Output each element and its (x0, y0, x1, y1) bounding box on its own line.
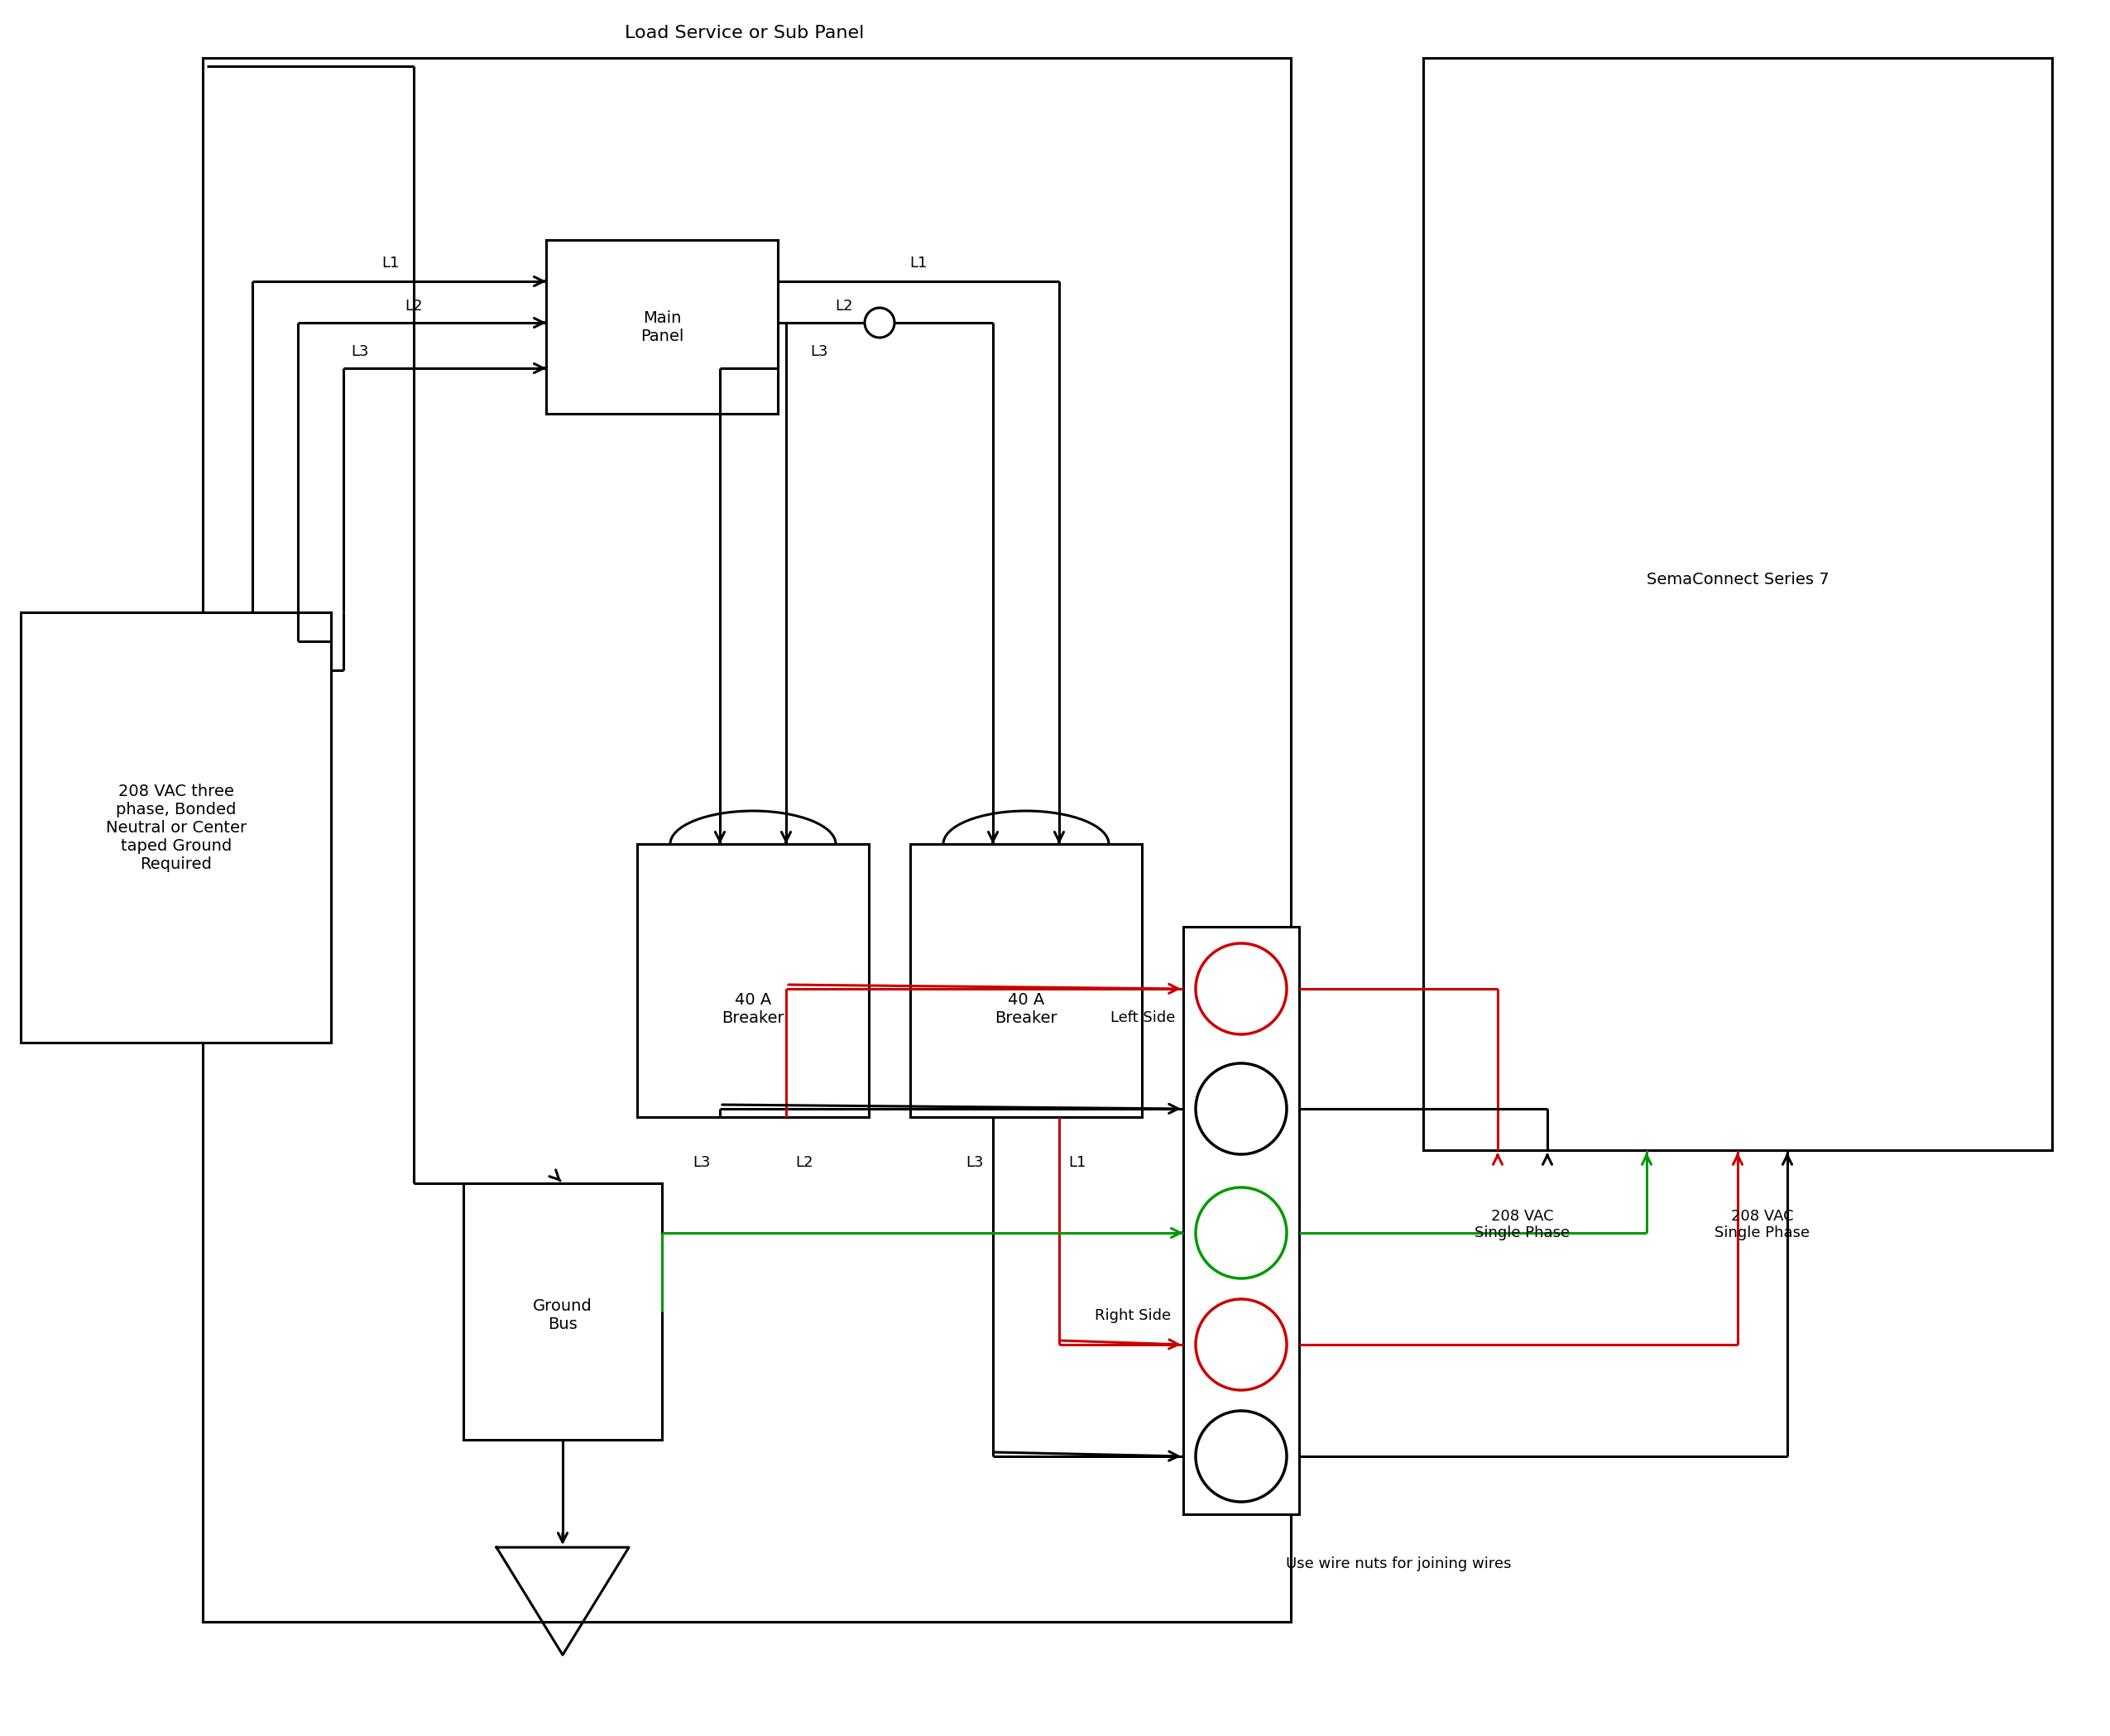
Text: L1: L1 (1068, 1154, 1087, 1170)
Circle shape (1196, 943, 1287, 1035)
Text: Use wire nuts for joining wires: Use wire nuts for joining wires (1285, 1557, 1511, 1571)
Text: Main
Panel: Main Panel (639, 311, 684, 344)
Circle shape (1196, 1062, 1287, 1154)
Bar (21, 613, 331, 1043)
Text: L2: L2 (836, 299, 852, 314)
Text: L1: L1 (382, 255, 399, 271)
Circle shape (1196, 1411, 1287, 1502)
Text: Ground
Bus: Ground Bus (534, 1299, 593, 1333)
Circle shape (1196, 1187, 1287, 1278)
Text: L3: L3 (966, 1154, 983, 1170)
Bar (546, 240, 779, 413)
Bar (464, 1184, 663, 1439)
Text: L3: L3 (692, 1154, 711, 1170)
Text: 208 VAC three
phase, Bonded
Neutral or Center
taped Ground
Required: 208 VAC three phase, Bonded Neutral or C… (106, 783, 247, 871)
Text: Load Service or Sub Panel: Load Service or Sub Panel (625, 24, 865, 42)
Text: 40 A
Breaker: 40 A Breaker (722, 993, 785, 1026)
Bar (909, 844, 1142, 1116)
Text: L2: L2 (795, 1154, 812, 1170)
Circle shape (865, 307, 895, 337)
Bar (203, 57, 1291, 1621)
Text: 40 A
Breaker: 40 A Breaker (994, 993, 1057, 1026)
Text: L2: L2 (405, 299, 422, 314)
Text: 208 VAC
Single Phase: 208 VAC Single Phase (1715, 1208, 1810, 1241)
Bar (1424, 57, 2053, 1151)
Bar (1184, 927, 1300, 1514)
Text: Left Side: Left Side (1110, 1010, 1175, 1026)
Circle shape (1196, 1299, 1287, 1391)
Text: Right Side: Right Side (1095, 1309, 1171, 1323)
Text: L3: L3 (810, 344, 827, 359)
Text: L1: L1 (909, 255, 926, 271)
Text: 208 VAC
Single Phase: 208 VAC Single Phase (1475, 1208, 1570, 1241)
Bar (637, 844, 869, 1116)
Text: L3: L3 (350, 344, 369, 359)
Text: SemaConnect Series 7: SemaConnect Series 7 (1646, 571, 1829, 587)
